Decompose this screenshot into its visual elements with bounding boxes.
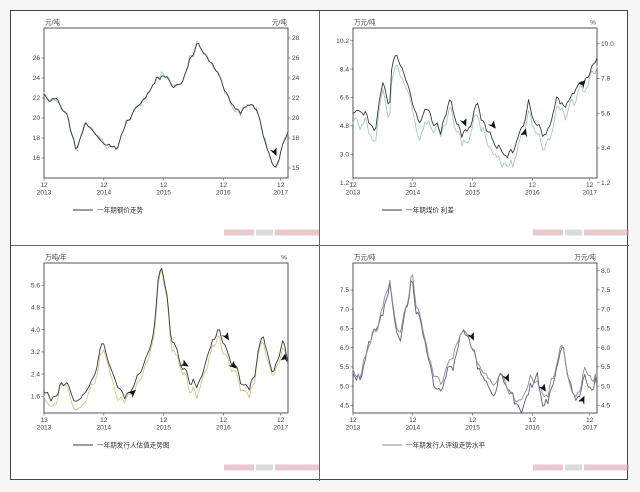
svg-text:2014: 2014	[96, 190, 111, 197]
svg-text:3.2: 3.2	[31, 349, 40, 356]
svg-text:12: 12	[349, 417, 357, 424]
svg-text:2017: 2017	[273, 190, 288, 197]
svg-text:1.2: 1.2	[601, 180, 610, 187]
svg-text:22: 22	[33, 95, 41, 102]
svg-text:12: 12	[469, 417, 477, 424]
svg-text:1.6: 1.6	[31, 394, 40, 401]
svg-text:2013: 2013	[37, 190, 52, 197]
svg-text:12: 12	[529, 417, 537, 424]
svg-text:%: %	[590, 20, 596, 27]
svg-text:一年期钢价走势: 一年期钢价走势	[97, 205, 144, 214]
svg-text:12: 12	[277, 182, 285, 189]
svg-text:元/吨: 元/吨	[272, 18, 287, 27]
svg-text:12: 12	[409, 182, 417, 189]
svg-text:5.5: 5.5	[601, 364, 610, 371]
svg-text:6.0: 6.0	[601, 345, 610, 352]
svg-text:一年期发行人评级走势水平: 一年期发行人评级走势水平	[406, 440, 486, 449]
svg-text:12: 12	[160, 182, 168, 189]
svg-text:1.2: 1.2	[340, 180, 349, 187]
svg-text:一年期煤价 利差: 一年期煤价 利差	[406, 205, 454, 214]
svg-text:万吨/年: 万吨/年	[45, 253, 67, 262]
svg-text:3.0: 3.0	[340, 152, 349, 159]
svg-text:16: 16	[33, 155, 41, 162]
svg-text:2.4: 2.4	[31, 371, 40, 378]
svg-text:2013: 2013	[346, 425, 361, 432]
svg-text:18: 18	[33, 135, 41, 142]
svg-text:20: 20	[33, 115, 41, 122]
svg-text:7.0: 7.0	[601, 306, 610, 313]
svg-text:28: 28	[292, 35, 300, 42]
svg-text:24: 24	[33, 75, 41, 82]
svg-text:2016: 2016	[525, 425, 540, 432]
svg-text:12: 12	[586, 182, 594, 189]
svg-text:5.6: 5.6	[601, 110, 610, 117]
svg-text:26: 26	[292, 55, 300, 62]
svg-text:2014: 2014	[96, 425, 111, 432]
svg-text:5.0: 5.0	[601, 383, 610, 390]
svg-text:0.2: 0.2	[292, 432, 301, 433]
svg-text:2015: 2015	[156, 425, 171, 432]
svg-text:5.5: 5.5	[340, 364, 349, 371]
svg-text:元/吨: 元/吨	[45, 18, 60, 27]
svg-text:18: 18	[292, 135, 300, 142]
svg-text:7.5: 7.5	[340, 287, 349, 294]
svg-text:2016: 2016	[216, 425, 231, 432]
svg-text:2016: 2016	[525, 190, 540, 197]
svg-text:6.6: 6.6	[340, 95, 349, 102]
svg-text:8.4: 8.4	[340, 66, 349, 73]
svg-text:3.4: 3.4	[601, 145, 610, 152]
svg-text:2014: 2014	[405, 425, 420, 432]
svg-text:12: 12	[349, 182, 357, 189]
svg-text:2017: 2017	[582, 425, 597, 432]
svg-text:26: 26	[33, 55, 41, 62]
svg-text:10.2: 10.2	[336, 38, 349, 45]
svg-text:12: 12	[469, 182, 477, 189]
svg-text:6.0: 6.0	[340, 345, 349, 352]
svg-text:12: 12	[160, 417, 168, 424]
svg-text:12: 12	[277, 417, 285, 424]
svg-text:2017: 2017	[273, 425, 288, 432]
svg-text:4.8: 4.8	[340, 123, 349, 130]
svg-text:12: 12	[100, 417, 108, 424]
svg-text:12: 12	[409, 417, 417, 424]
svg-text:20: 20	[292, 115, 300, 122]
svg-text:6.5: 6.5	[601, 326, 610, 333]
svg-text:万元/吨: 万元/吨	[574, 253, 596, 262]
svg-text:2017: 2017	[582, 190, 597, 197]
svg-text:13: 13	[40, 417, 48, 424]
svg-text:5.0: 5.0	[340, 383, 349, 390]
svg-text:4.5: 4.5	[601, 403, 610, 410]
svg-text:10.0: 10.0	[601, 41, 614, 48]
svg-text:2015: 2015	[465, 190, 480, 197]
svg-text:22: 22	[292, 95, 300, 102]
svg-text:2015: 2015	[156, 190, 171, 197]
svg-text:4.5: 4.5	[340, 403, 349, 410]
svg-text:2015: 2015	[465, 425, 480, 432]
svg-text:15: 15	[292, 165, 300, 172]
svg-text:8.0: 8.0	[601, 268, 610, 275]
svg-text:2014: 2014	[405, 190, 420, 197]
svg-text:万元/吨: 万元/吨	[354, 253, 376, 262]
svg-text:24: 24	[292, 75, 300, 82]
svg-text:7.8: 7.8	[601, 76, 610, 83]
svg-text:2016: 2016	[216, 190, 231, 197]
svg-text:12: 12	[40, 182, 48, 189]
svg-text:2013: 2013	[346, 190, 361, 197]
svg-text:5.6: 5.6	[31, 282, 40, 289]
svg-text:万元/吨: 万元/吨	[354, 18, 376, 27]
svg-text:一年期发行人估值走势图: 一年期发行人估值走势图	[97, 440, 170, 449]
svg-text:12: 12	[220, 182, 228, 189]
svg-text:2013: 2013	[37, 425, 52, 432]
svg-text:4.8: 4.8	[31, 305, 40, 312]
svg-text:12: 12	[529, 182, 537, 189]
svg-text:12: 12	[100, 182, 108, 189]
svg-text:6.5: 6.5	[340, 326, 349, 333]
svg-text:7.5: 7.5	[601, 287, 610, 294]
svg-text:12: 12	[220, 417, 228, 424]
svg-text:7.0: 7.0	[340, 306, 349, 313]
svg-text:%: %	[281, 255, 287, 262]
svg-text:4.0: 4.0	[31, 327, 40, 334]
svg-text:12: 12	[586, 417, 594, 424]
